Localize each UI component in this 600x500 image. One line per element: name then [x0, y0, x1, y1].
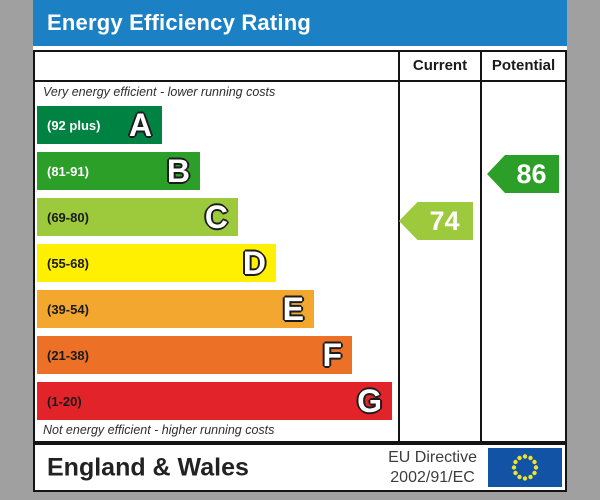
- page-title: Energy Efficiency Rating: [47, 10, 311, 35]
- band-row-b: (81-91) B: [37, 152, 200, 190]
- band-row-c: (69-80) C: [37, 198, 238, 236]
- band-letter-c: C: [204, 199, 228, 235]
- band-letter-d: D: [242, 245, 266, 281]
- band-range-c: (69-80): [47, 209, 89, 225]
- eu-directive-line1: EU Directive: [388, 448, 477, 466]
- band-row-a: (92 plus) A: [37, 106, 162, 144]
- caption-least-efficient: Not energy efficient - higher running co…: [43, 423, 275, 437]
- band-row-g: (1-20) G: [37, 382, 392, 420]
- epc-sheet: Energy Efficiency Rating Current Potenti…: [33, 0, 567, 492]
- potential-column-header: Potential: [491, 57, 556, 74]
- band-letter-g: G: [357, 383, 382, 419]
- caption-most-efficient: Very energy efficient - lower running co…: [43, 85, 276, 99]
- region-label: England & Wales: [47, 453, 249, 481]
- eu-flag-icon: [488, 448, 562, 487]
- band-range-e: (39-54): [47, 301, 89, 317]
- column-divider-current: [398, 52, 400, 441]
- current-rating-value: 74: [429, 205, 460, 236]
- title-bar: Energy Efficiency Rating: [33, 0, 567, 46]
- rating-table: Current Potential Very energy efficient …: [33, 50, 567, 443]
- band-range-d: (55-68): [47, 255, 89, 271]
- band-range-b: (81-91): [47, 163, 89, 179]
- column-divider-potential: [480, 52, 482, 441]
- band-range-f: (21-38): [47, 347, 89, 363]
- band-range-g: (1-20): [47, 393, 82, 409]
- footer: England & Wales EU Directive 2002/91/EC: [33, 443, 567, 492]
- band-letter-a: A: [128, 107, 152, 143]
- current-column-header: Current: [412, 57, 468, 74]
- band-row-f: (21-38) F: [37, 336, 352, 374]
- band-range-a: (92 plus): [47, 117, 101, 133]
- band-row-e: (39-54) E: [37, 290, 314, 328]
- potential-rating-arrow: 86: [487, 155, 559, 193]
- eu-directive-label: EU Directive 2002/91/EC: [388, 448, 477, 488]
- band-letter-f: F: [322, 337, 342, 373]
- potential-rating-value: 86: [516, 158, 547, 189]
- band-row-d: (55-68) D: [37, 244, 276, 282]
- band-letter-b: B: [166, 153, 190, 189]
- band-letter-e: E: [282, 291, 304, 327]
- header-divider: [35, 80, 565, 82]
- eu-directive-line2: 2002/91/EC: [390, 468, 475, 486]
- current-rating-arrow: 74: [399, 202, 473, 240]
